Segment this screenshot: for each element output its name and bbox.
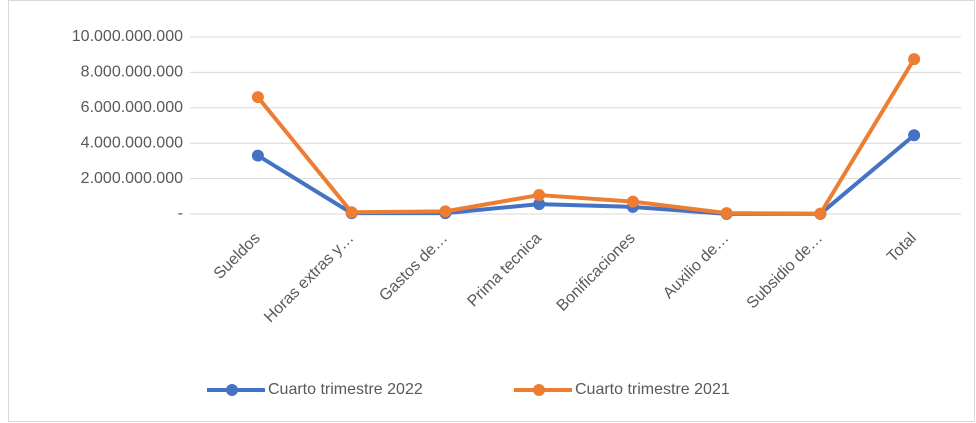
legend-marker xyxy=(226,384,238,396)
chart-border xyxy=(8,0,975,422)
series-marker xyxy=(251,149,264,162)
series-marker xyxy=(720,207,733,220)
series-marker xyxy=(439,205,452,218)
y-tick-label: - xyxy=(178,205,183,222)
series-marker xyxy=(626,195,639,208)
series-line xyxy=(256,58,916,216)
y-tick-label: 2.000.000.000 xyxy=(81,170,183,187)
series-marker xyxy=(908,53,921,66)
y-tick-label: 10.000.000.000 xyxy=(72,28,183,45)
series-marker xyxy=(533,189,546,202)
series-marker xyxy=(814,207,827,220)
legend-marker xyxy=(533,384,545,396)
series-marker xyxy=(533,198,546,211)
legend-label: Cuarto trimestre 2022 xyxy=(268,381,423,398)
legend-label: Cuarto trimestre 2021 xyxy=(575,381,730,398)
y-tick-label: 6.000.000.000 xyxy=(81,99,183,116)
y-tick-label: 4.000.000.000 xyxy=(81,134,183,151)
series-marker xyxy=(908,129,921,142)
series-marker xyxy=(251,91,264,104)
series-marker xyxy=(345,206,358,219)
y-tick-label: 8.000.000.000 xyxy=(81,64,183,81)
